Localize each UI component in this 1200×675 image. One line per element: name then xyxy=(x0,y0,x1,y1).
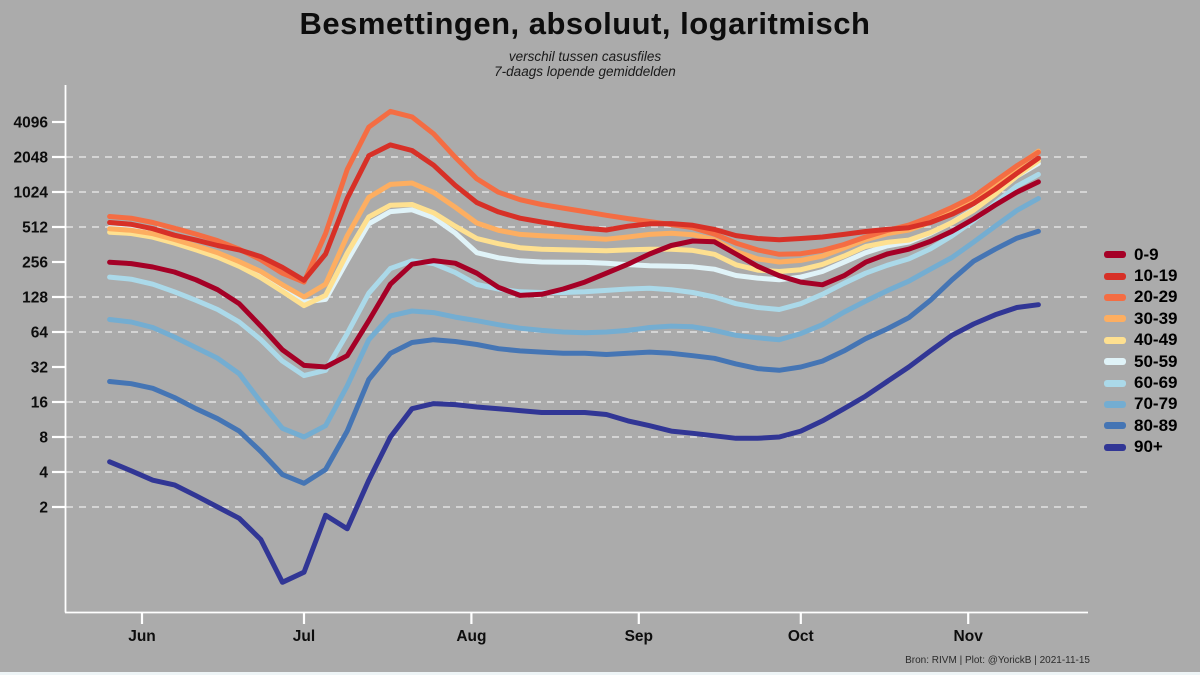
legend-swatch-icon xyxy=(1104,400,1126,408)
chart-subtitle-line2: 7-daags lopende gemiddelden xyxy=(494,64,676,79)
legend-label: 60-69 xyxy=(1134,373,1178,393)
series-line-60-69 xyxy=(107,171,1041,379)
series-line-30-39 xyxy=(107,148,1041,300)
y-tick-label-2048: 2048 xyxy=(14,150,49,167)
series-line-90+ xyxy=(107,302,1041,585)
y-tick-label-4: 4 xyxy=(39,465,48,482)
legend-swatch-icon xyxy=(1104,315,1126,323)
attribution: Bron: RIVM | Plot: @YorickB | 2021-11-15 xyxy=(905,655,1090,666)
legend-item-90+: 90+ xyxy=(1104,437,1177,458)
x-tick-label-Sep: Sep xyxy=(625,628,653,645)
x-tick-label-Jul: Jul xyxy=(293,628,315,645)
legend-item-60-69: 60-69 xyxy=(1104,372,1177,393)
x-tick-label-Oct: Oct xyxy=(788,628,814,645)
series-line-0-9 xyxy=(107,179,1041,370)
legend-item-50-59: 50-59 xyxy=(1104,351,1177,372)
x-tick-label-Aug: Aug xyxy=(456,628,486,645)
legend-swatch-icon xyxy=(1104,422,1126,430)
legend-item-70-79: 70-79 xyxy=(1104,394,1177,415)
x-tick-label-Jun: Jun xyxy=(128,628,156,645)
legend-label: 40-49 xyxy=(1134,330,1178,350)
legend: 0-9 10-19 20-29 30-39 40-49 50-59 60-69 70-79 80… xyxy=(1104,244,1177,458)
legend-label: 80-89 xyxy=(1134,415,1178,435)
y-tick-label-8: 8 xyxy=(39,430,48,447)
legend-swatch-icon xyxy=(1104,379,1126,387)
legend-swatch-icon xyxy=(1104,251,1126,259)
legend-label: 0-9 xyxy=(1134,244,1159,264)
series-line-40-49 xyxy=(107,158,1041,309)
legend-label: 30-39 xyxy=(1134,308,1178,328)
x-tick-label-Nov: Nov xyxy=(954,628,984,645)
y-tick-label-32: 32 xyxy=(31,360,48,377)
y-tick-label-4096: 4096 xyxy=(14,115,49,132)
legend-swatch-icon xyxy=(1104,293,1126,301)
legend-item-0-9: 0-9 xyxy=(1104,244,1177,265)
series-line-10-19 xyxy=(107,142,1041,283)
y-tick-label-2: 2 xyxy=(39,500,48,517)
legend-swatch-icon xyxy=(1104,272,1126,280)
legend-label: 50-59 xyxy=(1134,351,1178,371)
legend-item-30-39: 30-39 xyxy=(1104,308,1177,329)
legend-label: 10-19 xyxy=(1134,266,1178,286)
series-line-80-89 xyxy=(107,228,1041,486)
legend-label: 90+ xyxy=(1134,437,1163,457)
y-tick-label-16: 16 xyxy=(31,395,49,412)
legend-item-40-49: 40-49 xyxy=(1104,330,1177,351)
bottom-strip xyxy=(0,672,1200,675)
legend-label: 20-29 xyxy=(1134,287,1178,307)
y-tick-label-256: 256 xyxy=(22,255,48,272)
y-tick-label-512: 512 xyxy=(22,220,48,237)
chart-subtitle-line1: verschil tussen casusfiles xyxy=(508,49,662,64)
y-tick-label-128: 128 xyxy=(22,290,48,307)
legend-item-80-89: 80-89 xyxy=(1104,415,1177,436)
legend-swatch-icon xyxy=(1104,336,1126,344)
y-tick-label-64: 64 xyxy=(31,325,49,342)
y-tick-label-1024: 1024 xyxy=(14,185,49,202)
legend-swatch-icon xyxy=(1104,358,1126,366)
legend-swatch-icon xyxy=(1104,443,1126,451)
legend-item-20-29: 20-29 xyxy=(1104,287,1177,308)
legend-label: 70-79 xyxy=(1134,394,1178,414)
series-line-70-79 xyxy=(107,196,1041,440)
chart-title: Besmettingen, absoluut, logaritmisch xyxy=(299,6,871,41)
legend-item-10-19: 10-19 xyxy=(1104,265,1177,286)
